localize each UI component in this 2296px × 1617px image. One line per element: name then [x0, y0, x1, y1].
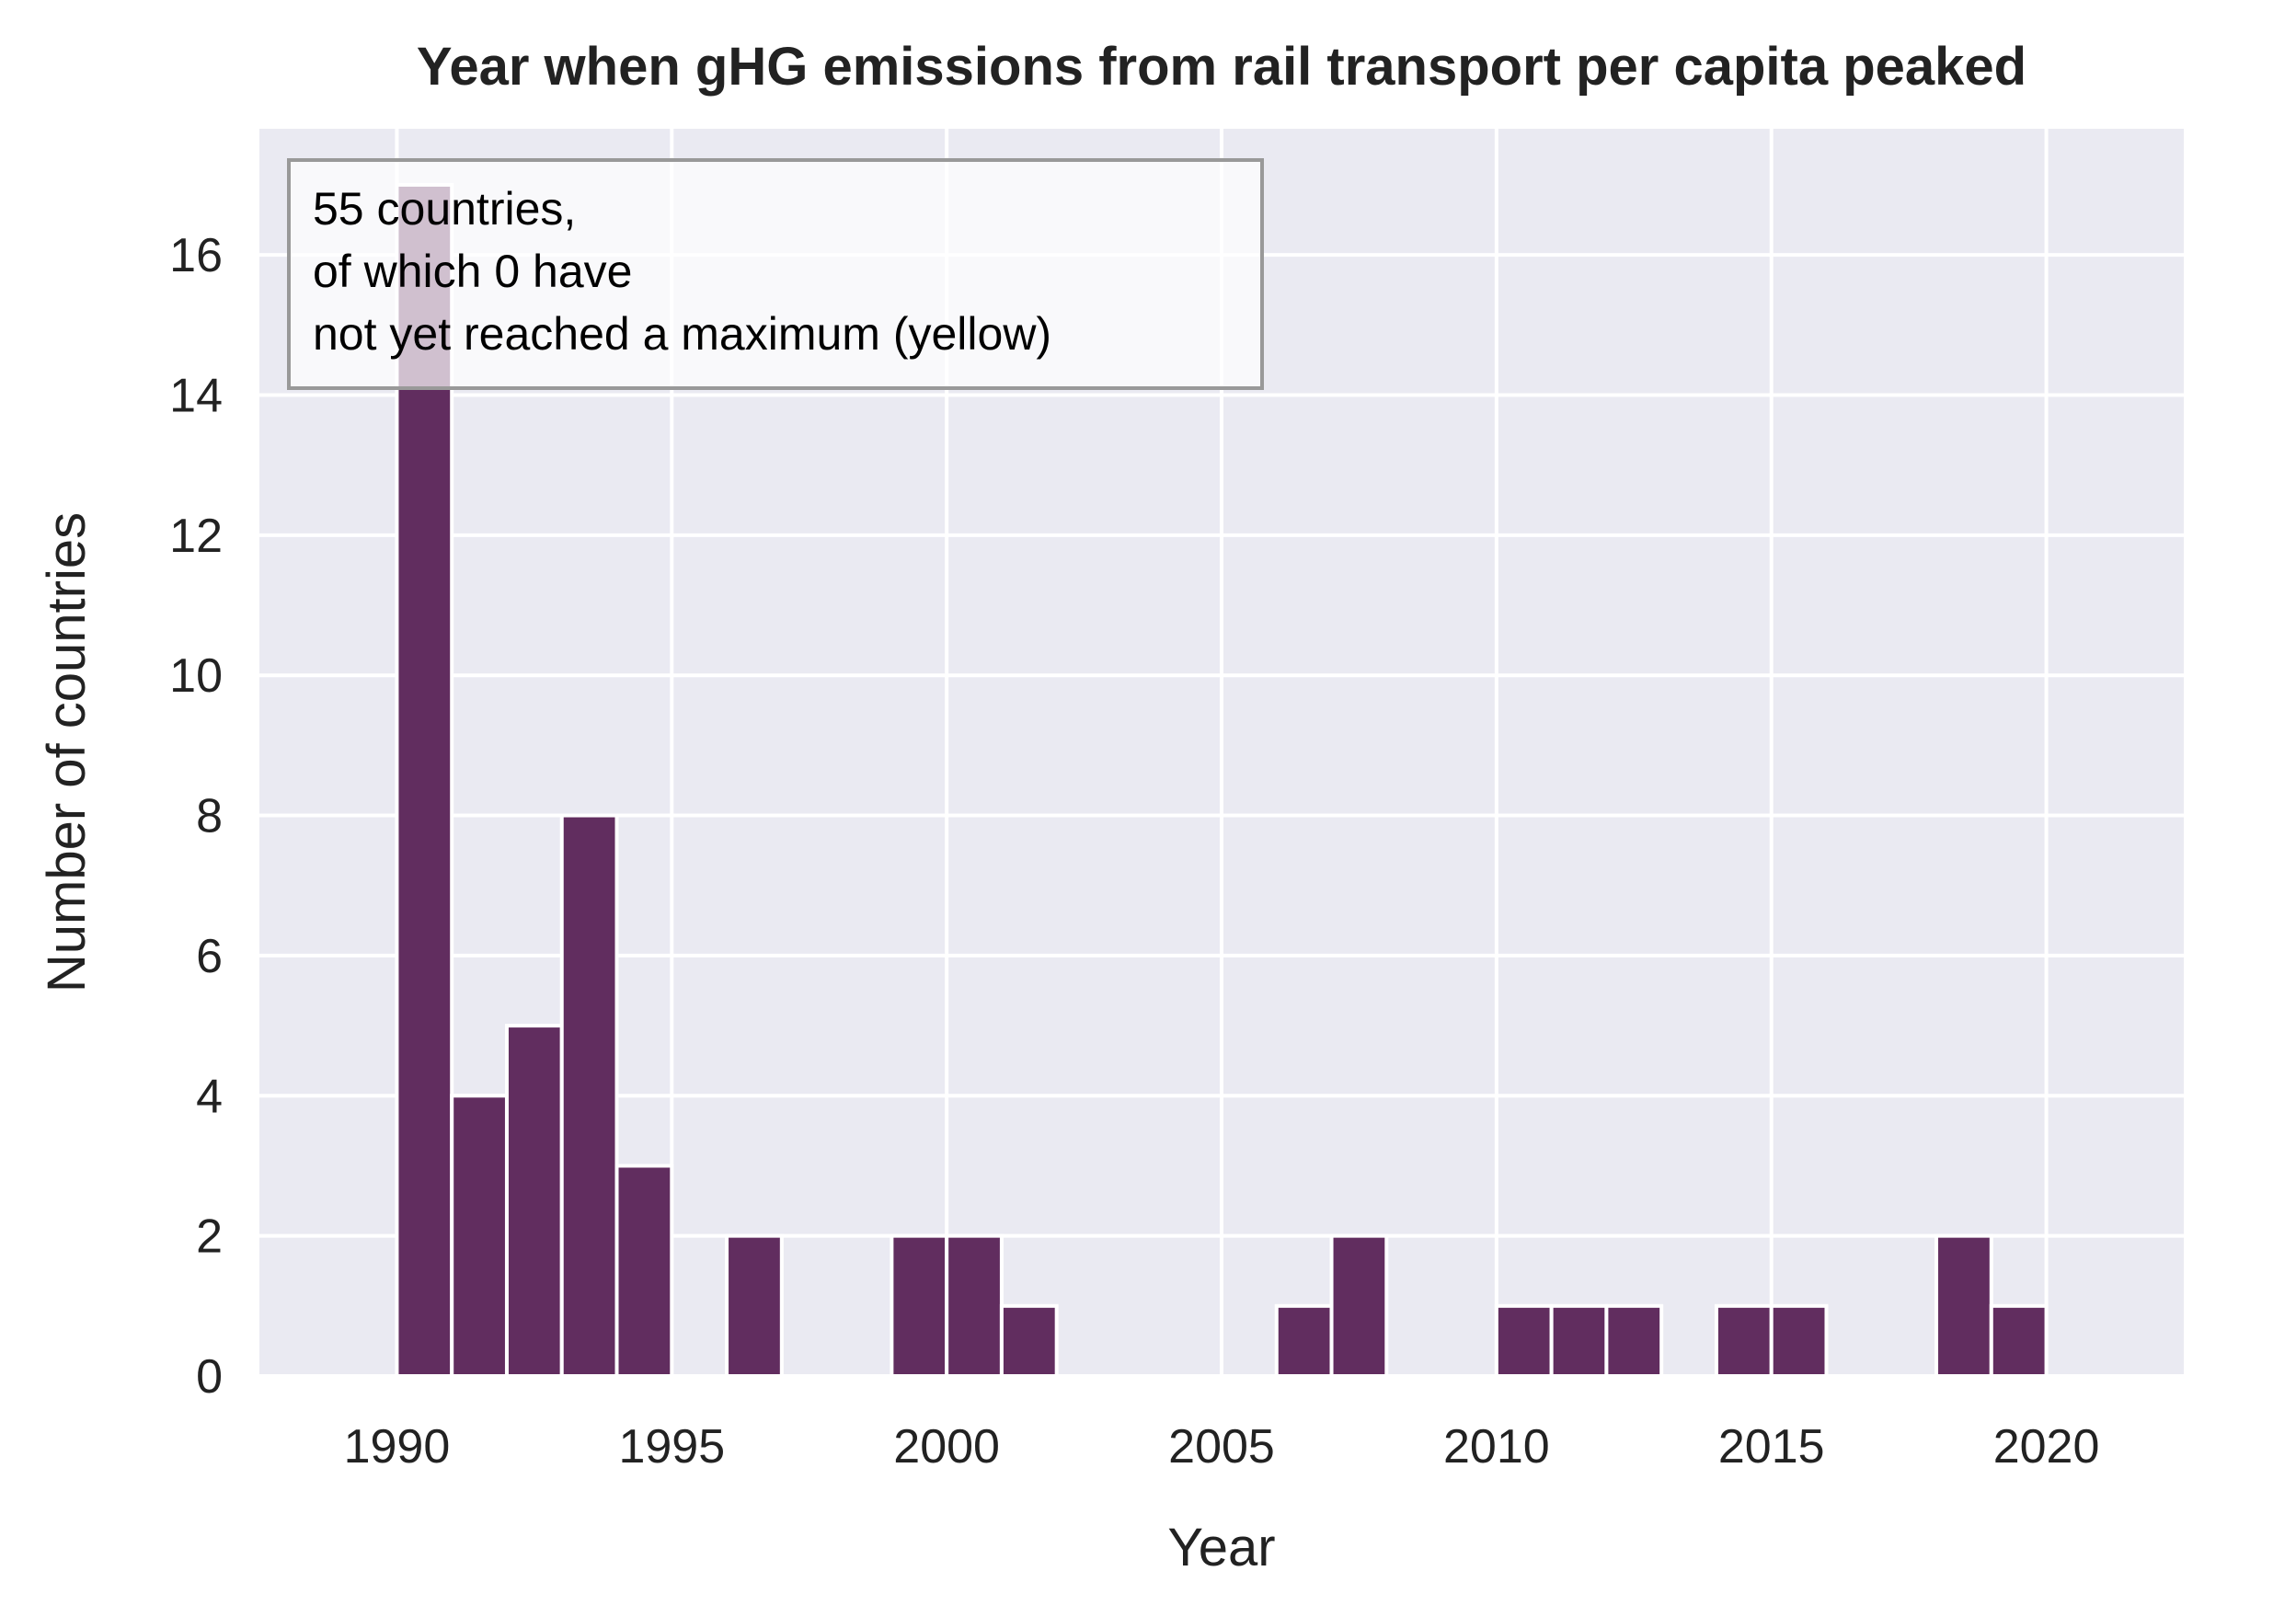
x-tick-label: 2000 [893, 1420, 1000, 1474]
x-tick-label: 1990 [344, 1420, 451, 1474]
y-tick-label: 4 [196, 1070, 223, 1123]
x-tick-label: 1995 [618, 1420, 725, 1474]
y-tick-label: 6 [196, 930, 223, 983]
x-tick-label: 2015 [1718, 1420, 1825, 1474]
x-tick-label: 2005 [1168, 1420, 1275, 1474]
y-tick-label: 8 [196, 790, 223, 843]
x-tick-label: 2020 [1993, 1420, 2100, 1474]
bar-2012 [1604, 1303, 1664, 1378]
annotation-line-2: of which 0 have [313, 246, 632, 297]
bar-2010 [1494, 1303, 1554, 1378]
y-tick-label: 12 [169, 510, 223, 563]
annotation-frame [287, 158, 1264, 390]
y-tick-label: 14 [169, 369, 223, 422]
chart-title: Year when gHG emissions from rail transp… [417, 37, 2026, 97]
annotation-line-1: 55 countries, [313, 183, 576, 235]
bar-2014 [1714, 1303, 1774, 1378]
y-tick-labels: 0 2 4 6 8 10 12 14 16 [169, 229, 223, 1404]
bar-1999 [890, 1233, 949, 1379]
x-tick-labels: 1990 1995 2000 2005 2010 2015 2020 [344, 1420, 2100, 1474]
bar-2007 [1329, 1233, 1389, 1379]
y-tick-label: 10 [169, 649, 223, 703]
x-tick-label: 2010 [1443, 1420, 1550, 1474]
y-tick-label: 2 [196, 1210, 223, 1264]
bar-1992 [504, 1024, 564, 1378]
y-tick-label: 0 [196, 1350, 223, 1404]
y-tick-label: 16 [169, 229, 223, 282]
bar-2015 [1769, 1303, 1829, 1378]
x-axis-label: Year [1167, 1518, 1275, 1577]
bar-1993 [559, 813, 619, 1378]
annotation-box: 55 countries, of which 0 have not yet re… [287, 158, 1264, 390]
bar-2011 [1549, 1303, 1609, 1378]
annotation-line-3: not yet reached a maximum (yellow) [313, 308, 1051, 360]
bar-1991 [450, 1094, 509, 1378]
bar-2000 [945, 1233, 1004, 1379]
y-axis-label: Number of countries [37, 512, 97, 992]
bar-2018 [1934, 1233, 1993, 1379]
bar-2006 [1274, 1303, 1334, 1378]
bar-1996 [725, 1233, 784, 1379]
bar-1994 [614, 1164, 674, 1379]
bar-2001 [999, 1303, 1059, 1378]
bar-2019 [1989, 1303, 2049, 1378]
